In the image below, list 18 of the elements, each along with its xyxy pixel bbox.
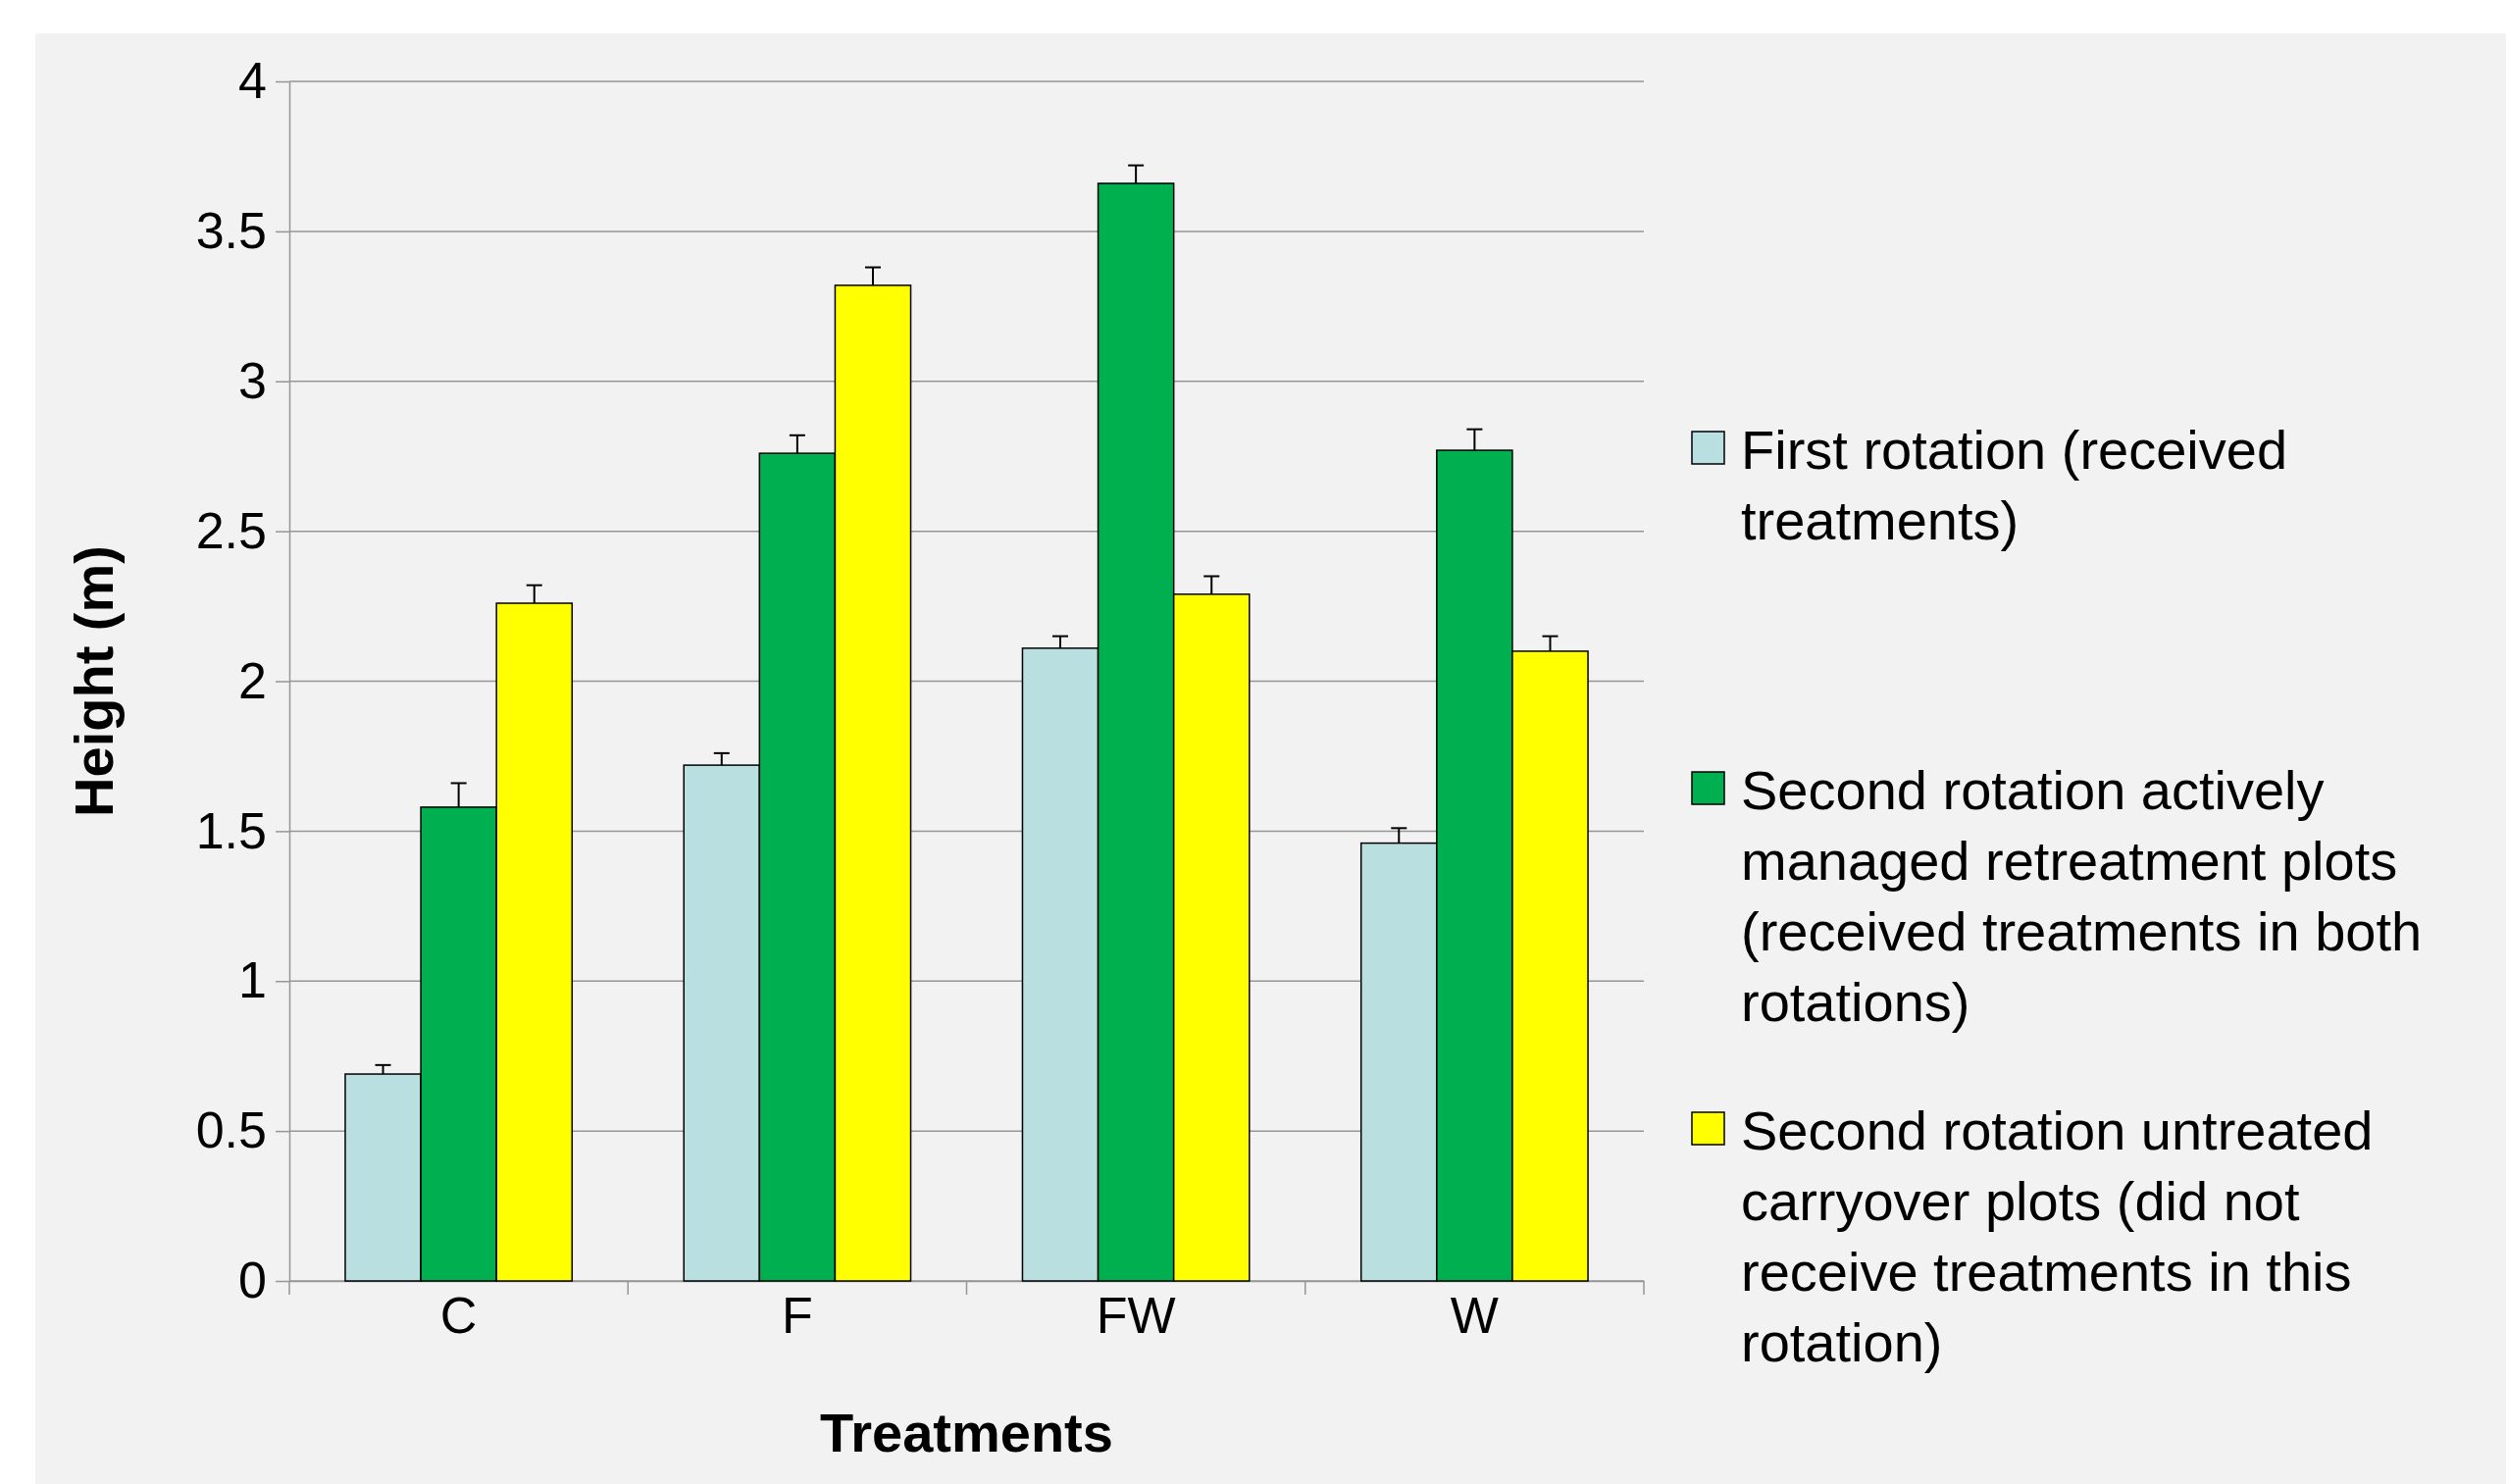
y-tick-label: 2.5 [195, 501, 267, 559]
x-tick-label: FW [1096, 1287, 1176, 1344]
y-tick-label: 4 [238, 52, 267, 110]
y-axis-title: Height (m) [63, 545, 125, 817]
y-tick-label: 2 [238, 651, 267, 709]
y-tick-label: 3.5 [195, 202, 267, 260]
y-tick-label: 0 [238, 1252, 267, 1309]
legend-label: Second rotation actively managed retreatment plots (received treatments in both rotations) [1741, 759, 2423, 1033]
legend-label: Second rotation untreated carryover plots (did not receive treatments in this rotation) [1741, 1100, 2374, 1373]
x-axis-title: Treatments [820, 1402, 1113, 1463]
legend-label: First rotation (received treatments) [1741, 419, 2288, 551]
y-tick-label: 0.5 [195, 1101, 267, 1159]
y-tick-label: 1 [238, 951, 267, 1009]
x-tick-label: C [439, 1287, 478, 1344]
y-tick-label: 3 [238, 351, 267, 409]
x-tick-label: W [1450, 1287, 1499, 1344]
y-tick-label: 1.5 [195, 801, 267, 859]
x-tick-label: F [781, 1287, 813, 1344]
